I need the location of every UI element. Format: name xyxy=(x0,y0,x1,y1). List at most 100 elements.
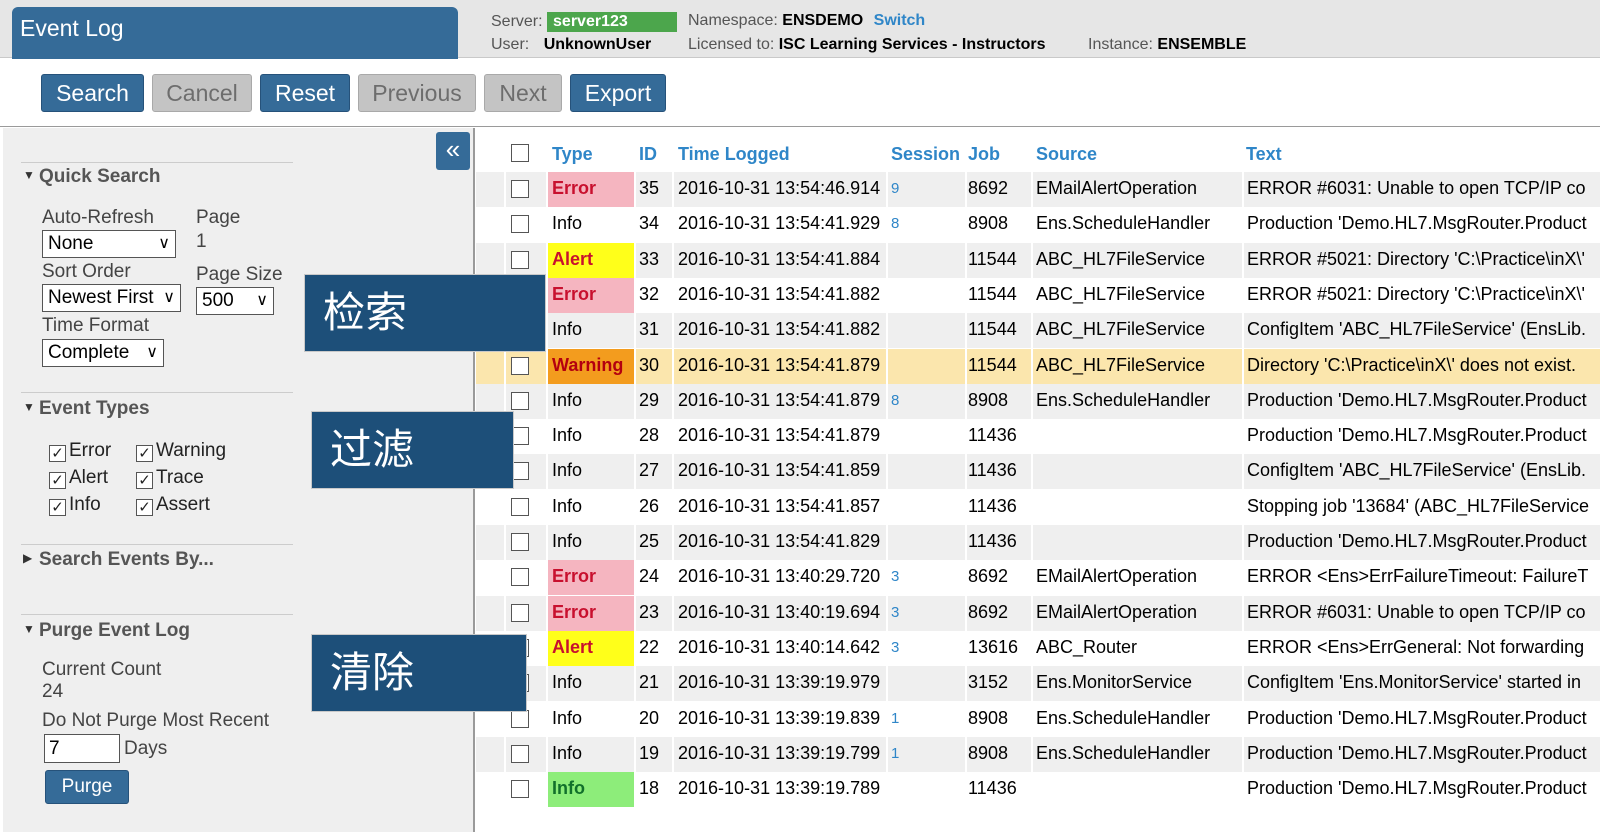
row-checkbox[interactable] xyxy=(511,568,529,587)
column-divider xyxy=(1242,172,1244,207)
row-checkbox[interactable] xyxy=(511,780,529,799)
row-session-cell[interactable]: 9 xyxy=(891,180,900,197)
table-row[interactable]: Info 20 2016-10-31 13:39:19.839 1 8908 Ens.Sc… xyxy=(476,701,1600,737)
chevron-down-icon: ∨ xyxy=(158,235,170,252)
column-divider xyxy=(504,383,506,419)
purge-section-toggle[interactable]: ▼ Purge Event Log xyxy=(23,620,190,642)
table-row[interactable]: Info 28 2016-10-31 13:54:41.879 11436 Produc… xyxy=(476,419,1600,455)
alert-checkbox[interactable]: ✓ Alert xyxy=(49,467,108,489)
row-checkbox[interactable] xyxy=(511,391,529,410)
column-header-text[interactable]: Text xyxy=(1246,144,1282,164)
column-header-type[interactable]: Type xyxy=(552,144,593,164)
column-divider xyxy=(965,172,967,207)
previous-button[interactable]: Previous xyxy=(358,74,476,112)
column-divider xyxy=(672,348,674,384)
column-header-session[interactable]: Session xyxy=(891,144,961,164)
trace-checkbox[interactable]: ✓ Trace xyxy=(136,467,204,489)
time-format-select[interactable]: Complete ∨ xyxy=(42,339,164,367)
table-row[interactable]: Info 34 2016-10-31 13:54:41.929 8 8908 Ens.Sc… xyxy=(476,207,1600,243)
page-label: Page xyxy=(196,207,241,228)
table-row[interactable]: Error 24 2016-10-31 13:40:29.720 3 8692 EMail… xyxy=(476,560,1600,596)
info-checkbox[interactable]: ✓ Info xyxy=(49,494,101,516)
event-types-section-toggle[interactable]: ▼ Event Types xyxy=(23,398,150,420)
row-job-cell: 11544 xyxy=(968,354,1017,375)
purge-button[interactable]: Purge xyxy=(45,770,129,804)
column-divider xyxy=(672,736,674,772)
row-session-cell[interactable]: 8 xyxy=(891,391,900,409)
row-checkbox[interactable] xyxy=(511,744,529,763)
row-checkbox[interactable] xyxy=(511,533,529,551)
table-row[interactable]: Info 29 2016-10-31 13:54:41.879 8 8908 Ens.Sc… xyxy=(476,383,1600,419)
select-all-checkbox[interactable] xyxy=(511,144,529,162)
column-divider xyxy=(546,419,548,455)
collapse-sidebar-button[interactable]: « xyxy=(436,132,470,170)
sort-order-select[interactable]: Newest First ∨ xyxy=(42,284,181,312)
row-text-cell: ERROR #5021: Directory 'C:\Practice\inX\… xyxy=(1247,283,1585,304)
table-row[interactable]: Info 19 2016-10-31 13:39:19.799 1 8908 Ens.Sc… xyxy=(476,736,1600,772)
column-divider xyxy=(546,666,548,702)
table-row[interactable]: Info 26 2016-10-31 13:54:41.857 11436 Stoppi… xyxy=(476,489,1600,525)
table-row[interactable]: Info 18 2016-10-31 13:39:19.789 11436 Produc… xyxy=(476,772,1600,808)
column-divider xyxy=(965,630,967,666)
row-session-cell[interactable]: 1 xyxy=(891,744,900,762)
column-divider xyxy=(634,560,636,596)
column-divider xyxy=(1242,313,1244,349)
warning-checkbox[interactable]: ✓ Warning xyxy=(136,440,226,462)
column-header-source[interactable]: Source xyxy=(1036,144,1098,164)
error-checkbox[interactable]: ✓ Error xyxy=(49,440,111,462)
row-session-cell xyxy=(891,525,961,560)
table-row[interactable]: Info 21 2016-10-31 13:39:19.979 3152 Ens.Mon… xyxy=(476,666,1600,702)
row-session-cell[interactable]: 3 xyxy=(891,638,900,656)
switch-namespace-link[interactable]: Switch xyxy=(873,12,926,29)
purge-days-input[interactable]: 7 xyxy=(44,734,120,763)
table-row[interactable]: Error 32 2016-10-31 13:54:41.882 11544 ABC_H… xyxy=(476,277,1600,313)
row-job-cell: 11544 xyxy=(968,319,1017,340)
assert-checkbox[interactable]: ✓ Assert xyxy=(136,494,210,516)
row-checkbox[interactable] xyxy=(511,180,529,198)
column-header-id[interactable]: ID xyxy=(639,144,657,164)
chevron-down-icon: ∨ xyxy=(163,289,175,306)
row-session-cell[interactable]: 8 xyxy=(891,215,900,233)
current-count-label: Current Count xyxy=(42,659,162,680)
search-events-by-toggle[interactable]: ▶ Search Events By... xyxy=(23,549,214,571)
cancel-button[interactable]: Cancel xyxy=(152,74,252,112)
table-row[interactable]: Error 23 2016-10-31 13:40:19.694 3 8692 EMail… xyxy=(476,595,1600,631)
table-row[interactable]: Warning 30 2016-10-31 13:54:41.879 11544 ABC… xyxy=(476,348,1600,384)
column-divider xyxy=(1031,560,1033,596)
column-divider xyxy=(965,242,967,278)
row-id-cell: 24 xyxy=(639,566,660,587)
row-session-cell[interactable]: 3 xyxy=(891,568,900,586)
column-divider xyxy=(546,454,548,490)
column-header-job[interactable]: Job xyxy=(968,144,1001,164)
row-session-cell[interactable]: 3 xyxy=(891,603,900,621)
row-checkbox[interactable] xyxy=(511,497,529,516)
table-row[interactable]: Alert 33 2016-10-31 13:54:41.884 11544 ABC_H… xyxy=(476,242,1600,278)
export-button[interactable]: Export xyxy=(570,74,666,112)
table-row[interactable]: Error 35 2016-10-31 13:54:46.914 9 8692 EMail… xyxy=(476,172,1600,207)
table-row[interactable]: Info 31 2016-10-31 13:54:41.882 11544 ABC_HL… xyxy=(476,313,1600,349)
row-checkbox[interactable] xyxy=(511,215,529,234)
table-row[interactable]: Alert 22 2016-10-31 13:40:14.642 3 13616 ABC_… xyxy=(476,630,1600,666)
column-divider xyxy=(546,736,548,772)
auto-refresh-select[interactable]: None ∨ xyxy=(42,230,176,258)
next-button[interactable]: Next xyxy=(484,74,562,112)
table-row[interactable]: Info 27 2016-10-31 13:54:41.859 11436 Config… xyxy=(476,454,1600,490)
quick-search-section-toggle[interactable]: ▼ Quick Search xyxy=(23,166,160,188)
row-checkbox[interactable] xyxy=(511,250,529,269)
column-divider xyxy=(672,666,674,702)
row-time-cell: 2016-10-31 13:54:41.879 xyxy=(678,354,881,375)
row-checkbox[interactable] xyxy=(511,356,529,375)
row-id-cell: 32 xyxy=(639,283,660,304)
row-session-cell[interactable]: 1 xyxy=(891,709,900,727)
row-text-cell: ERROR #5021: Directory 'C:\Practice\inX\… xyxy=(1247,248,1585,269)
reset-button[interactable]: Reset xyxy=(260,74,350,112)
row-type-cell: Error xyxy=(548,277,634,313)
row-checkbox[interactable] xyxy=(511,709,529,728)
row-checkbox[interactable] xyxy=(511,603,529,622)
row-id-cell: 27 xyxy=(639,460,660,481)
page-size-select[interactable]: 500 ∨ xyxy=(196,287,274,315)
table-row[interactable]: Info 25 2016-10-31 13:54:41.829 11436 Produc… xyxy=(476,525,1600,560)
search-button[interactable]: Search xyxy=(41,74,144,112)
column-header-time[interactable]: Time Logged xyxy=(678,144,790,164)
